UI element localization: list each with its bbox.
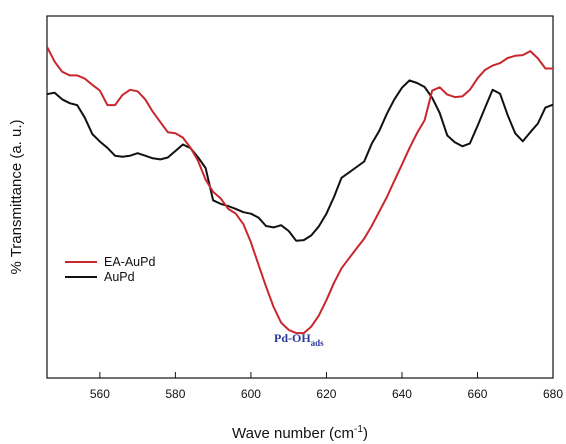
x-tick-label: 680 bbox=[543, 387, 563, 401]
series-layer bbox=[47, 46, 553, 335]
legend-label-ea-aupd: EA-AuPd bbox=[104, 255, 155, 269]
y-axis-label: % Transmittance (a. u.) bbox=[8, 119, 25, 274]
annotation-subscript: ads bbox=[311, 338, 325, 348]
plot-frame bbox=[46, 15, 554, 379]
x-tick-label: 640 bbox=[392, 387, 412, 401]
peak-annotation: Pd-OHads bbox=[274, 331, 324, 348]
series-line-aupd bbox=[47, 79, 553, 242]
x-axis: 560 580 600 620 640 660 680 bbox=[90, 372, 563, 401]
x-tick-label: 620 bbox=[316, 387, 336, 401]
x-axis-label-end: ) bbox=[363, 425, 368, 442]
legend-label-aupd: AuPd bbox=[104, 270, 135, 284]
x-axis-label-sup: -1 bbox=[354, 424, 363, 435]
x-tick-label: 600 bbox=[241, 387, 261, 401]
annotation-main: Pd-OH bbox=[274, 331, 311, 345]
legend: EA-AuPd AuPd bbox=[65, 255, 155, 284]
series-line-ea-aupd bbox=[47, 46, 553, 335]
x-axis-label: Wave number (cm-1) bbox=[232, 424, 368, 442]
x-axis-label-main: Wave number (cm bbox=[232, 425, 354, 442]
x-tick-label: 560 bbox=[90, 387, 110, 401]
x-tick-label: 660 bbox=[467, 387, 487, 401]
x-tick-label: 580 bbox=[165, 387, 185, 401]
